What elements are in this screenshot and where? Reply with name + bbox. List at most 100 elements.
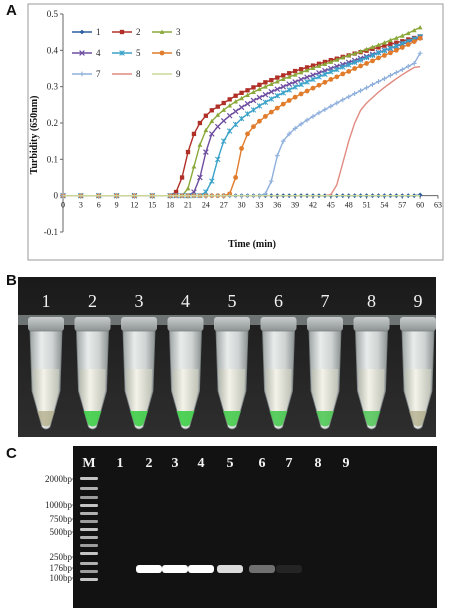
x-tick-label: 30 xyxy=(238,201,246,210)
data-point xyxy=(262,114,268,119)
data-point xyxy=(185,186,191,191)
data-point xyxy=(352,66,358,71)
data-point xyxy=(382,43,387,48)
data-point xyxy=(245,88,250,93)
sample-bands xyxy=(136,565,302,573)
y-tick-label: 0.2 xyxy=(47,118,58,128)
data-point xyxy=(274,105,280,111)
data-point xyxy=(393,43,400,49)
x-tick-label: 36 xyxy=(273,201,281,210)
data-point xyxy=(268,178,274,184)
data-point xyxy=(280,90,286,96)
data-point xyxy=(316,70,322,76)
data-point xyxy=(244,100,251,107)
data-point xyxy=(364,61,369,66)
panel-b-letter: B xyxy=(6,272,17,289)
tube-cap xyxy=(214,317,250,331)
sample-band xyxy=(217,565,243,573)
tube-8: 8 xyxy=(353,291,390,430)
ladder-label: 100bp xyxy=(50,573,73,583)
data-point xyxy=(405,63,411,69)
data-point xyxy=(334,57,340,62)
lane-label: 8 xyxy=(315,456,322,471)
data-point xyxy=(352,51,358,56)
tube-label: 3 xyxy=(135,291,144,311)
x-tick-label: 54 xyxy=(380,201,388,210)
legend-item: 7 xyxy=(72,69,101,79)
data-point xyxy=(382,40,387,45)
data-point xyxy=(382,53,387,58)
data-point xyxy=(244,111,251,117)
tube-7: 7 xyxy=(307,291,343,430)
data-point xyxy=(269,77,274,83)
data-point xyxy=(411,39,417,45)
data-point xyxy=(274,79,280,84)
data-point xyxy=(298,67,304,72)
ladder-band xyxy=(80,528,98,531)
data-point xyxy=(292,94,298,100)
data-point xyxy=(304,74,310,81)
ladder-label: 176bp xyxy=(50,563,73,573)
data-point xyxy=(357,57,364,63)
data-point xyxy=(376,42,381,47)
data-point xyxy=(322,61,328,67)
ladder-label: 750bp xyxy=(50,514,73,524)
data-point xyxy=(417,50,423,56)
ladder-label: 250bp xyxy=(50,552,73,562)
y-tick-label: 0.3 xyxy=(47,82,59,92)
data-point xyxy=(393,47,399,53)
data-point xyxy=(358,88,364,94)
data-point xyxy=(214,123,221,130)
tube-cap xyxy=(400,317,436,331)
y-tick-label: 0.5 xyxy=(47,9,59,19)
data-point xyxy=(221,100,226,106)
legend-label: 3 xyxy=(176,27,181,37)
data-point xyxy=(191,131,197,137)
data-point xyxy=(346,69,352,74)
legend-label: 7 xyxy=(96,69,101,79)
lane-label: 7 xyxy=(286,456,293,471)
data-point xyxy=(292,72,298,77)
tube-row: 1 2 3 4 5 6 7 8 9 xyxy=(28,291,436,430)
x-tick-label: 60 xyxy=(416,201,424,210)
tube-label: 5 xyxy=(228,291,237,311)
data-point xyxy=(298,70,304,75)
panel-c-letter: C xyxy=(6,445,17,462)
data-point xyxy=(340,55,346,60)
x-tick-label: 9 xyxy=(115,201,119,210)
data-point xyxy=(322,107,328,112)
data-point xyxy=(268,109,274,115)
y-axis-label: Turbidity (650nm) xyxy=(29,96,40,175)
data-point xyxy=(304,65,310,70)
data-point xyxy=(328,69,334,75)
data-point xyxy=(387,37,393,43)
data-point xyxy=(298,91,304,97)
tube-tip-color xyxy=(37,411,55,427)
y-tick-label: 0 xyxy=(54,191,59,201)
y-tick-label: -0.1 xyxy=(44,227,58,237)
data-point xyxy=(399,67,405,72)
data-point xyxy=(209,178,215,184)
tube-tip-color xyxy=(223,411,241,427)
ladder-bands xyxy=(80,477,98,581)
data-point xyxy=(292,68,298,74)
data-point xyxy=(251,85,256,90)
data-point xyxy=(233,99,239,104)
legend-label: 9 xyxy=(176,69,181,79)
data-point xyxy=(257,118,262,124)
x-tick-label: 18 xyxy=(166,201,174,210)
data-point xyxy=(203,113,209,118)
tube-cap xyxy=(307,317,343,331)
data-point xyxy=(197,120,203,126)
data-point xyxy=(79,29,85,35)
legend-label: 5 xyxy=(136,48,141,58)
y-tick-labels: -0.1 0 0.1 0.2 0.3 0.4 0.5 xyxy=(44,9,63,237)
data-point xyxy=(310,65,316,71)
data-point xyxy=(286,98,292,103)
data-point xyxy=(364,85,369,91)
data-point xyxy=(358,49,364,54)
legend-item: 2 xyxy=(112,27,141,37)
tube-6: 6 xyxy=(260,291,297,430)
data-point xyxy=(345,62,352,68)
data-point xyxy=(245,92,250,97)
